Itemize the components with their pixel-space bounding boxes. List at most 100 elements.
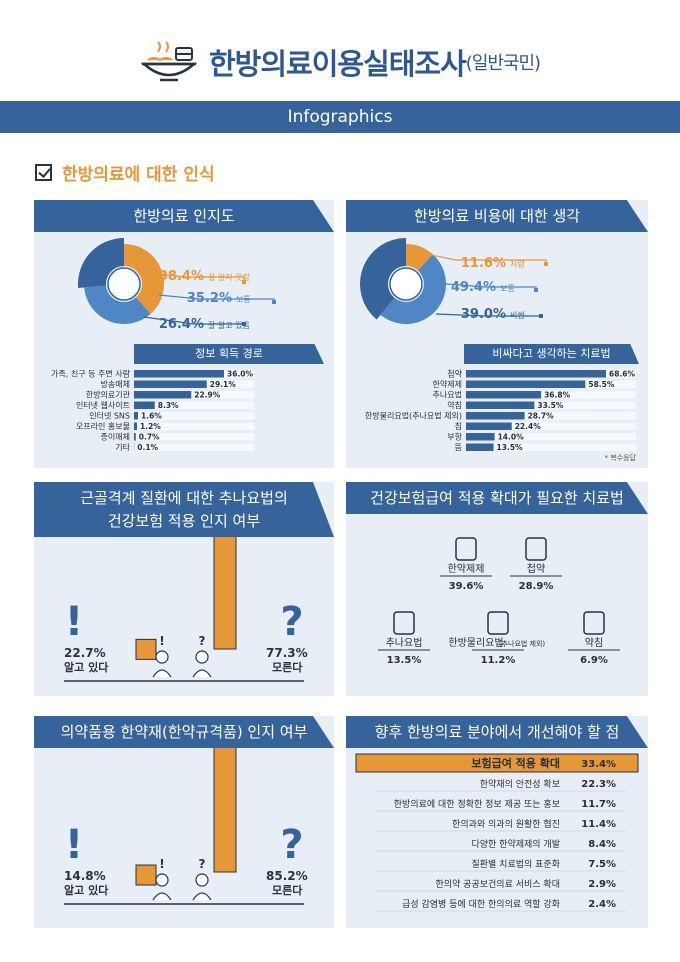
bar — [134, 433, 136, 441]
exclamation-icon: ! — [65, 599, 83, 645]
unknown-value-label: 77.3% — [266, 646, 308, 660]
improvement-value: 22.3% — [581, 779, 616, 790]
bar — [466, 422, 512, 430]
bar — [134, 391, 192, 399]
bar-value-label: 8.3% — [158, 401, 179, 410]
awareness-donut-chart: 38.4% 잘 알지 못함 35.2% 보통 26.4% 잘 알고 있음 — [78, 238, 276, 332]
donut-value-label: 26.4% — [159, 317, 204, 332]
treatment-icon — [455, 537, 477, 561]
person-symbol-icon: ! — [159, 857, 164, 871]
treatment-icon — [583, 611, 605, 635]
herbal-bowl-icon — [140, 41, 198, 82]
donut-slice — [360, 238, 406, 320]
bar-value-label: 29.1% — [210, 380, 237, 389]
bar-category-label: 부항 — [447, 433, 462, 442]
info-source-bar-chart: 가족, 친구 등 주변 사람 36.0% 방송매체 29.1% 한방의료기관 22.9% 인… — [51, 369, 254, 452]
checkbox-icon — [35, 163, 52, 181]
bar-category-label: 인터넷 SNS — [89, 411, 130, 421]
donut-value-label: 38.4% — [159, 269, 204, 284]
bar-track — [466, 401, 636, 409]
bar-value-label: 36.0% — [227, 370, 254, 379]
person-head-icon — [155, 873, 169, 887]
highlight-row — [355, 753, 639, 773]
bar — [466, 401, 535, 409]
bar-known — [135, 864, 157, 886]
panel-cost-title: 한방의료 비용에 대한 생각 — [346, 200, 648, 232]
bar-value-label: 36.8% — [544, 391, 571, 400]
bar-track — [466, 422, 636, 430]
known-category-label: 알고 있다 — [64, 883, 109, 897]
infographics-banner: Infographics — [0, 101, 680, 133]
bar — [466, 380, 586, 388]
panel-improve-title: 향후 한방의료 분야에서 개선해야 할 점 — [346, 716, 648, 748]
improvement-value: 11.7% — [581, 799, 616, 810]
improvement-value: 11.4% — [581, 819, 616, 830]
bar — [134, 380, 207, 388]
donut-category-label: 저렴 — [510, 260, 525, 269]
bar-category-label: 가족, 친구 등 주변 사람 — [51, 369, 131, 379]
unknown-category-label: 모른다 — [272, 660, 303, 674]
improvement-label: 한의약 공공보건의료 서비스 확대 — [435, 878, 560, 890]
bar-track — [134, 412, 254, 420]
bar-category-label: 종이매체 — [101, 432, 130, 442]
bar-value-label: 0.1% — [137, 443, 158, 452]
improvement-value: 7.5% — [588, 859, 616, 870]
expensive-treatment-bar-chart: 첩약 68.6% 한약제제 58.5% 추나요법 36.8% 약침 33.5% 한방물리요법(추… — [365, 369, 636, 452]
bar-value-label: 58.5% — [588, 380, 615, 389]
bar-unknown — [213, 537, 237, 650]
improvement-label: 한약재의 안전성 확보 — [480, 778, 560, 790]
bar-category-label: 추나요법 — [433, 390, 462, 400]
leader-marker — [534, 288, 538, 292]
section-title: 한방의료에 대한 인식 — [62, 164, 215, 185]
bar-category-label: 침 — [455, 422, 462, 431]
bar-known — [135, 638, 157, 660]
treatment-label: 추나요법 — [386, 637, 423, 649]
person-body-icon — [192, 892, 212, 901]
bar-category-label: 첩약 — [447, 369, 462, 379]
panel-cost: 한방의료 비용에 대한 생각 11.6% 저렴 49.4% 보통 39.0% 비쌈 비싸다… — [346, 200, 648, 468]
bar-track — [466, 391, 636, 399]
bar-value-label: 68.6% — [609, 370, 636, 379]
panel-herbal: 의약품용 한약재(한약규격품) 인지 여부 !?!? 14.8% 알고 있다 85.2… — [34, 716, 334, 928]
improvement-value: 2.4% — [588, 899, 616, 910]
improvement-value: 33.4% — [581, 759, 616, 770]
bar-value-label: 1.6% — [141, 412, 162, 421]
panel-awareness: 한방의료 인지도 38.4% 잘 알지 못함 35.2% 보통 26.4% 잘 알고 있음… — [34, 200, 334, 468]
treatment-note: (추나요법 제외) — [499, 639, 546, 648]
treatment-label: 한약제제 — [448, 563, 485, 575]
person-head-icon — [195, 650, 209, 664]
bar-track — [466, 443, 636, 451]
treatment-value: 39.6% — [449, 581, 484, 592]
treatment-value: 6.9% — [580, 655, 608, 666]
treatment-icon — [393, 611, 415, 635]
section-heading: 한방의료에 대한 인식 — [35, 160, 215, 185]
chuna-awareness-chart: !?! ? 22.7%알고 있다 77.3%모른다 — [64, 537, 308, 682]
bar — [466, 370, 606, 378]
bar-value-label: 22.4% — [515, 422, 542, 431]
person-head-icon — [155, 650, 169, 664]
unknown-category-label: 모른다 — [272, 883, 303, 897]
donut-category-label: 보통 — [236, 295, 251, 304]
bar-category-label: 한약제제 — [433, 379, 462, 389]
improvement-label: 보험급여 적용 확대 — [471, 756, 560, 770]
donut-center-icon — [389, 267, 423, 301]
bar — [466, 433, 495, 441]
donut-slice — [78, 238, 124, 289]
bar — [134, 370, 224, 378]
leader-marker — [544, 262, 548, 266]
donut-slice — [380, 254, 446, 324]
improvement-value: 8.4% — [588, 839, 616, 850]
improvement-label: 급성 감염병 등에 대한 한의의료 역할 강화 — [402, 898, 560, 910]
donut-slice — [84, 285, 151, 324]
page-subtitle: (일반국민) — [465, 53, 541, 74]
person-head-icon — [195, 873, 209, 887]
leader-marker — [242, 280, 246, 284]
improvement-label: 한방의료에 대한 정확한 정보 제공 또는 홍보 — [394, 798, 560, 810]
question-icon: ? — [280, 599, 303, 645]
person-symbol-icon: ? — [199, 634, 206, 648]
donut-category-label: 잘 알지 못함 — [208, 272, 251, 282]
leader-marker — [242, 322, 246, 326]
bar-track — [466, 433, 636, 441]
herbal-awareness-chart: !?! ? 14.8%알고 있다 85.2%모른다 — [64, 748, 308, 905]
leader-line — [435, 313, 541, 317]
